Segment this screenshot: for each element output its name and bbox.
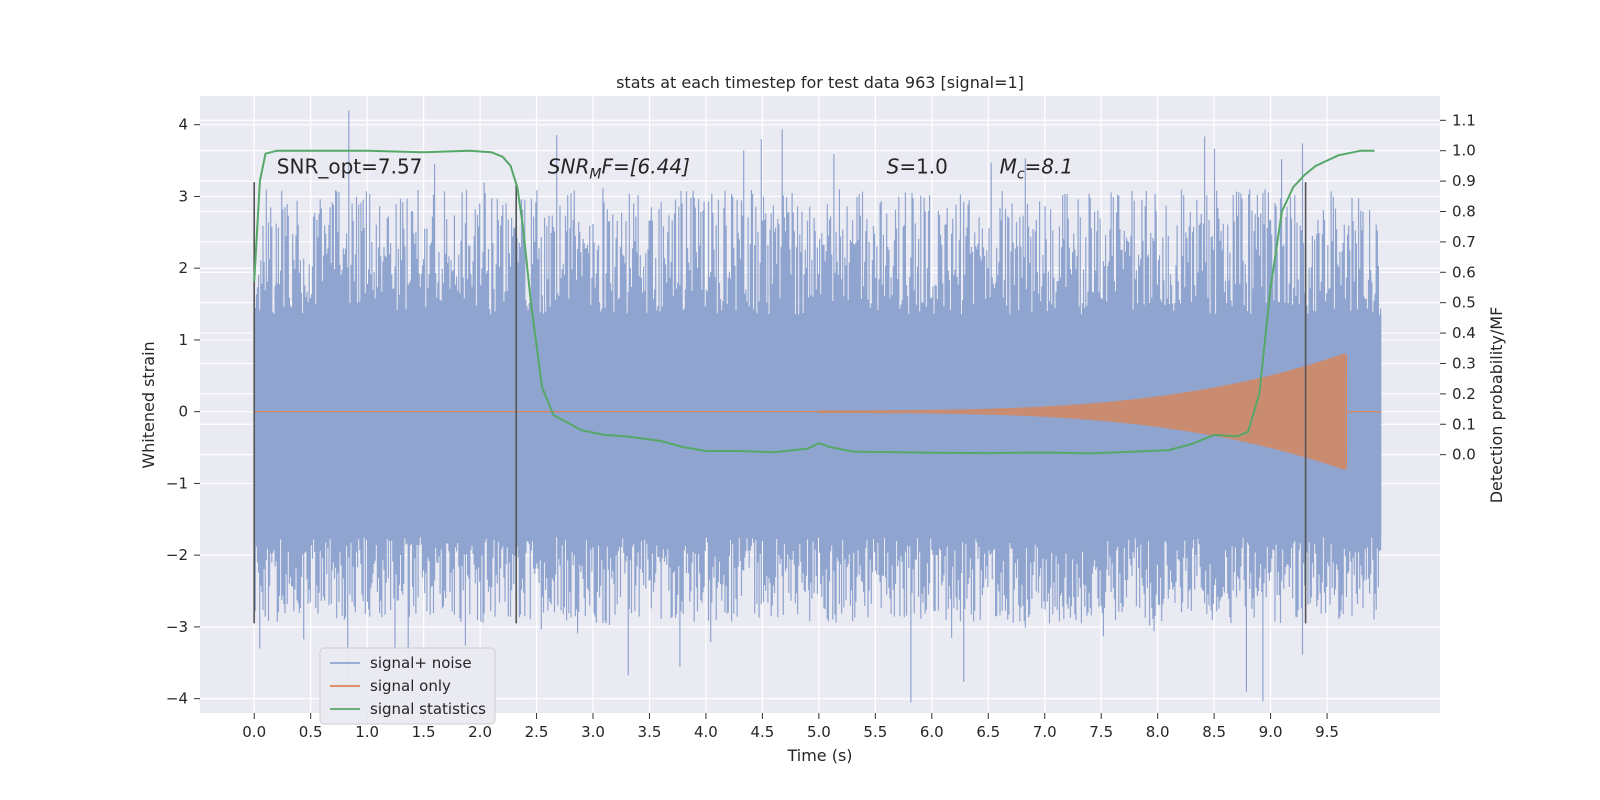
statistics-series [253, 149, 1375, 455]
x-tick-label: 3.5 [638, 723, 662, 741]
y-tick-label: −1 [166, 474, 188, 492]
x-tick-label: 7.0 [1033, 723, 1057, 741]
legend-box [319, 647, 496, 725]
annotation-text: SNRMF=[6.44] [548, 154, 690, 182]
x-tick-label: 6.0 [920, 723, 944, 741]
x-tick-label: 2.5 [525, 723, 549, 741]
y-tick-label: −2 [166, 546, 188, 564]
y-tick-label: 1 [178, 331, 188, 349]
x-tick-label: 0.0 [242, 723, 266, 741]
y-right-tick-label: 0.5 [1452, 294, 1476, 312]
y-tick-label: 2 [178, 259, 188, 277]
y-axis-ticks: 4 3 2 1 0 −1 −2 −3 −4 [166, 116, 200, 708]
legend: signal+ noise signal only signal statist… [319, 647, 496, 725]
legend-label-noise: signal+ noise [370, 654, 472, 672]
y-right-tick-label: 0.3 [1452, 354, 1476, 372]
x-tick-label: 7.5 [1089, 723, 1113, 741]
y-right-tick-label: 0.6 [1452, 263, 1476, 281]
x-tick-label: 9.0 [1259, 723, 1283, 741]
x-tick-label: 6.5 [976, 723, 1000, 741]
annotation-text: SNR_opt=7.57 [277, 154, 423, 178]
x-axis-label: Time (s) [786, 746, 852, 765]
x-tick-label: 0.5 [299, 723, 323, 741]
y-tick-label: 0 [178, 403, 188, 421]
y-axis-label: Whitened strain [139, 341, 158, 468]
x-tick-label: 5.0 [807, 723, 831, 741]
signal-only-series [254, 353, 1382, 471]
annotation-text: Mc=8.1 [1000, 154, 1074, 182]
x-axis-ticks: 0.0 0.5 1.0 1.5 2.0 2.5 3.0 3.5 4.0 4.5 5.0 5.5 6.0 6… [242, 713, 1339, 741]
y-right-tick-label: 0.7 [1452, 233, 1476, 251]
y-right-tick-label: 0.8 [1452, 202, 1476, 220]
x-tick-label: 1.5 [412, 723, 436, 741]
legend-label-signal: signal only [370, 677, 451, 695]
y-right-tick-label: 0.0 [1452, 446, 1476, 464]
y-tick-label: 4 [178, 116, 188, 134]
y-tick-label: −3 [166, 618, 188, 636]
y-right-tick-label: 0.2 [1452, 385, 1476, 403]
y-right-tick-label: 1.0 [1452, 142, 1476, 160]
x-tick-label: 3.0 [581, 723, 605, 741]
x-tick-label: 2.0 [468, 723, 492, 741]
x-tick-label: 1.0 [355, 723, 379, 741]
vertical-markers [253, 182, 1307, 624]
x-tick-label: 8.5 [1202, 723, 1226, 741]
x-tick-label: 9.5 [1315, 723, 1339, 741]
y-tick-label: −4 [166, 690, 188, 708]
y-right-axis-label: Detection probability/MF [1487, 307, 1506, 504]
x-tick-label: 4.0 [694, 723, 718, 741]
y-right-tick-label: 0.9 [1452, 172, 1476, 190]
legend-label-stats: signal statistics [370, 700, 486, 718]
annotation-text: S=1.0 [887, 154, 948, 178]
chart-title: stats at each timestep for test data 963… [616, 73, 1024, 92]
y-right-tick-label: 1.1 [1452, 111, 1476, 129]
x-tick-label: 4.5 [750, 723, 774, 741]
y-right-tick-label: 0.1 [1452, 415, 1476, 433]
y-tick-label: 3 [178, 187, 188, 205]
x-tick-label: 8.0 [1146, 723, 1170, 741]
annotations: SNR_opt=7.57 SNRMF=[6.44] S=1.0 Mc=8.1 [277, 154, 1073, 182]
x-tick-label: 5.5 [863, 723, 887, 741]
signal-chirp-envelope [818, 353, 1346, 471]
y-right-axis-ticks: 1.1 1.0 0.9 0.8 0.7 0.6 0.5 0.4 0.3 0.2 0.1 0.0 [1440, 111, 1476, 464]
statistics-line [253, 149, 1375, 455]
y-right-tick-label: 0.4 [1452, 324, 1476, 342]
